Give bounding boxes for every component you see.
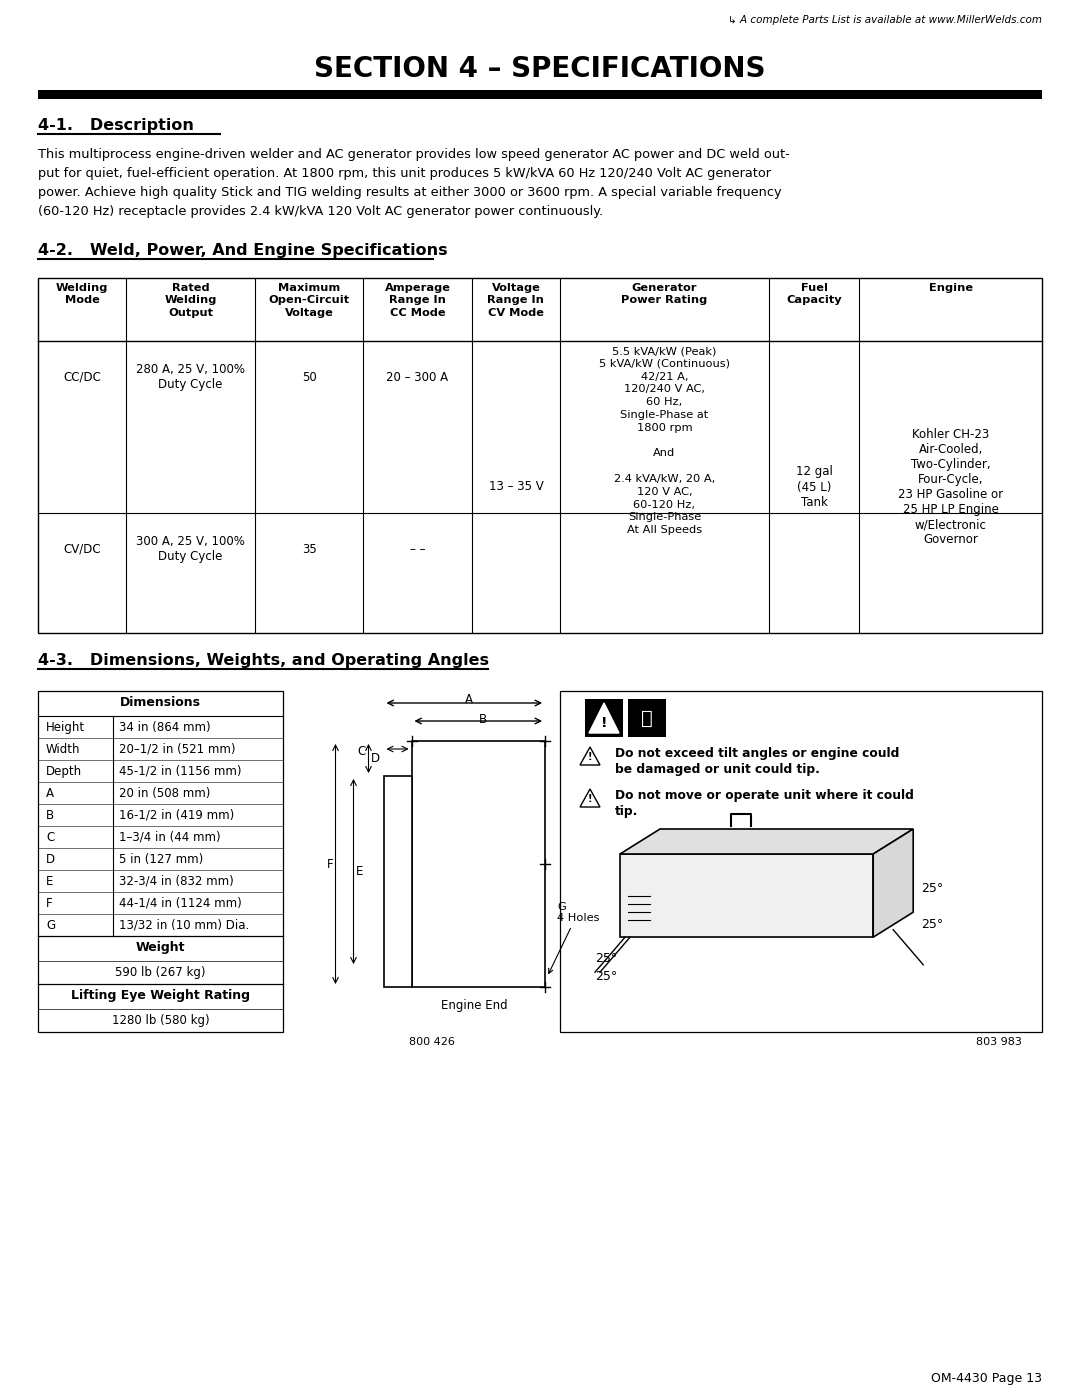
Text: OM-4430 Page 13: OM-4430 Page 13 bbox=[931, 1372, 1042, 1384]
Text: 32-3/4 in (832 mm): 32-3/4 in (832 mm) bbox=[119, 875, 233, 888]
Text: B: B bbox=[46, 809, 54, 821]
Text: Engine: Engine bbox=[929, 284, 973, 293]
Text: Depth: Depth bbox=[46, 766, 82, 778]
Polygon shape bbox=[874, 828, 914, 937]
Text: F: F bbox=[46, 897, 53, 909]
Text: 800 426: 800 426 bbox=[408, 1037, 455, 1046]
Text: Weight: Weight bbox=[136, 942, 186, 954]
Text: D: D bbox=[46, 854, 55, 866]
Text: CV/DC: CV/DC bbox=[64, 543, 102, 556]
Text: Kohler CH-23
Air-Cooled,
Two-Cylinder,
Four-Cycle,
23 HP Gasoline or
25 HP LP En: Kohler CH-23 Air-Cooled, Two-Cylinder, F… bbox=[899, 427, 1003, 546]
Text: Engine End: Engine End bbox=[441, 999, 508, 1011]
Bar bbox=[627, 698, 666, 738]
Text: 45-1/2 in (1156 mm): 45-1/2 in (1156 mm) bbox=[119, 766, 242, 778]
Text: This multiprocess engine-driven welder and AC generator provides low speed gener: This multiprocess engine-driven welder a… bbox=[38, 148, 789, 161]
Text: 35: 35 bbox=[301, 543, 316, 556]
Text: SECTION 4 – SPECIFICATIONS: SECTION 4 – SPECIFICATIONS bbox=[314, 54, 766, 82]
Text: D: D bbox=[370, 752, 380, 766]
Text: 1–3/4 in (44 mm): 1–3/4 in (44 mm) bbox=[119, 831, 220, 844]
Text: Generator
Power Rating: Generator Power Rating bbox=[621, 284, 707, 306]
Text: CC/DC: CC/DC bbox=[64, 372, 102, 384]
Text: 13/32 in (10 mm) Dia.: 13/32 in (10 mm) Dia. bbox=[119, 919, 249, 932]
Text: (60-120 Hz) receptacle provides 2.4 kW/kVA 120 Volt AC generator power continuou: (60-120 Hz) receptacle provides 2.4 kW/k… bbox=[38, 205, 603, 218]
Text: 25°: 25° bbox=[921, 882, 944, 894]
Text: 16-1/2 in (419 mm): 16-1/2 in (419 mm) bbox=[119, 809, 234, 821]
Text: C: C bbox=[357, 745, 365, 759]
Text: 25°: 25° bbox=[595, 970, 618, 983]
Text: Width: Width bbox=[46, 743, 81, 756]
Bar bbox=[38, 89, 1042, 99]
Text: A: A bbox=[46, 787, 54, 800]
Text: B: B bbox=[480, 712, 487, 726]
Polygon shape bbox=[580, 789, 600, 807]
Text: Height: Height bbox=[46, 721, 85, 733]
Text: 1280 lb (580 kg): 1280 lb (580 kg) bbox=[111, 1014, 210, 1027]
Bar bbox=[383, 775, 411, 988]
Bar bbox=[585, 698, 623, 738]
Text: C: C bbox=[46, 831, 54, 844]
Bar bbox=[620, 854, 874, 937]
Text: F: F bbox=[327, 858, 334, 870]
Text: Fuel
Capacity: Fuel Capacity bbox=[786, 284, 842, 306]
Text: Dimensions: Dimensions bbox=[120, 696, 201, 710]
Text: 20–1/2 in (521 mm): 20–1/2 in (521 mm) bbox=[119, 743, 235, 756]
Text: 34 in (864 mm): 34 in (864 mm) bbox=[119, 721, 211, 733]
Text: !: ! bbox=[588, 752, 592, 761]
Bar bbox=[38, 278, 1042, 633]
Text: 20 – 300 A: 20 – 300 A bbox=[387, 372, 448, 384]
Text: 50: 50 bbox=[301, 372, 316, 384]
Text: Do not exceed tilt angles or engine could
be damaged or unit could tip.: Do not exceed tilt angles or engine coul… bbox=[615, 747, 900, 775]
Text: !: ! bbox=[588, 793, 592, 805]
Bar bbox=[561, 692, 1042, 1032]
Text: 590 lb (267 kg): 590 lb (267 kg) bbox=[116, 965, 206, 979]
Bar bbox=[411, 740, 545, 988]
Text: 25°: 25° bbox=[595, 953, 618, 965]
Text: Amperage
Range In
CC Mode: Amperage Range In CC Mode bbox=[384, 284, 450, 317]
Text: 25°: 25° bbox=[921, 918, 944, 932]
Text: Voltage
Range In
CV Mode: Voltage Range In CV Mode bbox=[487, 284, 544, 317]
Text: 20 in (508 mm): 20 in (508 mm) bbox=[119, 787, 211, 800]
Text: E: E bbox=[46, 875, 53, 888]
Text: Do not move or operate unit where it could
tip.: Do not move or operate unit where it cou… bbox=[615, 789, 914, 819]
Text: 803 983: 803 983 bbox=[976, 1037, 1022, 1046]
Text: – –: – – bbox=[409, 543, 426, 556]
Text: Maximum
Open-Circuit
Voltage: Maximum Open-Circuit Voltage bbox=[269, 284, 350, 317]
Text: 44-1/4 in (1124 mm): 44-1/4 in (1124 mm) bbox=[119, 897, 242, 909]
Text: Rated
Welding
Output: Rated Welding Output bbox=[164, 284, 217, 317]
Text: A: A bbox=[465, 693, 473, 705]
Text: G: G bbox=[46, 919, 55, 932]
Text: G
4 Holes: G 4 Holes bbox=[549, 901, 599, 974]
Text: 5 in (127 mm): 5 in (127 mm) bbox=[119, 854, 203, 866]
Text: 4-3.   Dimensions, Weights, and Operating Angles: 4-3. Dimensions, Weights, and Operating … bbox=[38, 652, 489, 668]
Text: 4-2.   Weld, Power, And Engine Specifications: 4-2. Weld, Power, And Engine Specificati… bbox=[38, 243, 447, 258]
Text: 12 gal
(45 L)
Tank: 12 gal (45 L) Tank bbox=[796, 465, 833, 509]
Text: Welding
Mode: Welding Mode bbox=[56, 284, 108, 306]
Text: 5.5 kVA/kW (Peak)
5 kVA/kW (Continuous)
42/21 A,
120/240 V AC,
60 Hz,
Single-Pha: 5.5 kVA/kW (Peak) 5 kVA/kW (Continuous) … bbox=[599, 346, 730, 535]
Bar bbox=[38, 692, 283, 1032]
Text: 280 A, 25 V, 100%
Duty Cycle: 280 A, 25 V, 100% Duty Cycle bbox=[136, 363, 245, 391]
Text: 13 – 35 V: 13 – 35 V bbox=[488, 481, 543, 493]
Polygon shape bbox=[580, 747, 600, 766]
Text: put for quiet, fuel-efficient operation. At 1800 rpm, this unit produces 5 kW/kV: put for quiet, fuel-efficient operation.… bbox=[38, 168, 771, 180]
Text: 300 A, 25 V, 100%
Duty Cycle: 300 A, 25 V, 100% Duty Cycle bbox=[136, 535, 245, 563]
Text: power. Achieve high quality Stick and TIG welding results at either 3000 or 3600: power. Achieve high quality Stick and TI… bbox=[38, 186, 782, 198]
Text: E: E bbox=[355, 865, 363, 877]
Polygon shape bbox=[589, 703, 619, 733]
Text: 4-1.   Description: 4-1. Description bbox=[38, 117, 194, 133]
Text: ⛹: ⛹ bbox=[642, 708, 653, 728]
Text: ↳ A complete Parts List is available at www.MillerWelds.com: ↳ A complete Parts List is available at … bbox=[728, 15, 1042, 25]
Text: Lifting Eye Weight Rating: Lifting Eye Weight Rating bbox=[71, 989, 249, 1002]
Polygon shape bbox=[620, 828, 914, 854]
Text: !: ! bbox=[600, 715, 607, 729]
